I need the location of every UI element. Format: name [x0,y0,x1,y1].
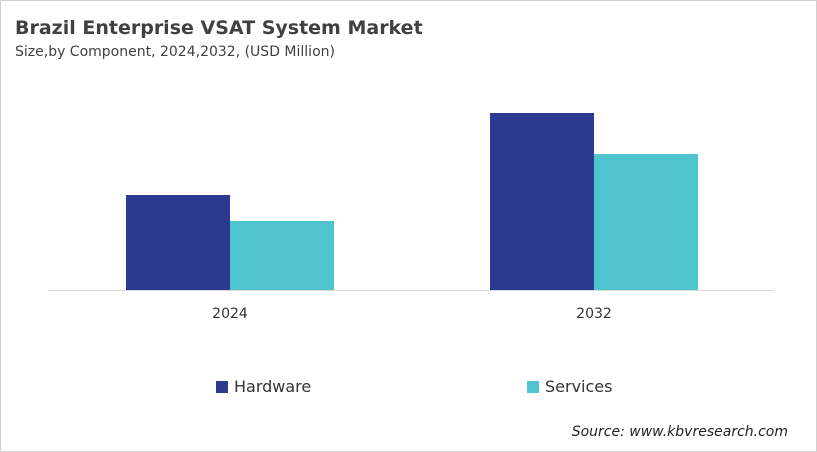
legend-item-services: Services [527,377,612,396]
bar-services-2032 [594,154,698,290]
legend-swatch-services [527,380,539,393]
legend-item-hardware: Hardware [216,377,311,396]
legend-label-hardware: Hardware [234,377,312,396]
source-note: Source: www.kbvresearch.com [571,424,788,440]
legend-swatch-hardware [216,380,228,393]
legend-label-services: Services [545,377,613,396]
bar-hardware-2032 [490,113,594,290]
chart-subtitle: Size,by Component, 2024,2032, (USD Milli… [15,44,335,60]
chart-title: Brazil Enterprise VSAT System Market [15,17,423,39]
x-tick-label: 2024 [212,306,248,322]
bar-hardware-2024 [126,195,230,290]
x-tick-label: 2032 [576,306,612,322]
bar-services-2024 [230,221,334,290]
